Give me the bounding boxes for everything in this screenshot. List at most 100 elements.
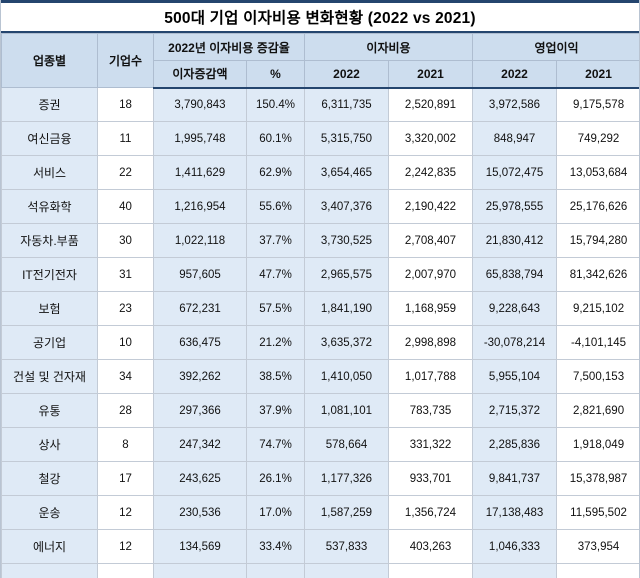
change-amount-cell: 1,995,748	[153, 121, 247, 156]
profit-2021-cell: 15,794,280	[556, 223, 639, 258]
company-count-cell: 23	[97, 291, 154, 326]
company-count-cell: 18	[97, 87, 154, 122]
company-count-cell: 30	[97, 223, 154, 258]
profit-2021-cell: 373,954	[556, 529, 639, 564]
header-interest-2021: 2021	[387, 60, 474, 89]
interest-2022-cell: 3,654,465	[304, 155, 389, 190]
profit-2022-cell: 2,715,372	[472, 393, 558, 428]
industry-cell: 자동차.부품	[1, 223, 98, 258]
interest-2022-cell: 5,315,750	[304, 121, 389, 156]
company-count-cell: 12	[97, 529, 154, 564]
change-pct-cell: 74.7%	[246, 427, 305, 462]
table-row: 서비스 22 1,411,629 62.9% 3,654,465 2,242,835 15,…	[1, 155, 639, 190]
profit-2022-cell	[472, 563, 558, 578]
industry-cell: 공기업	[1, 325, 98, 360]
interest-2021-cell	[387, 563, 474, 578]
industry-cell: 운송	[1, 495, 98, 530]
change-amount-cell: 392,262	[153, 359, 247, 394]
interest-2021-cell: 2,007,970	[387, 257, 474, 292]
profit-2022-cell: -30,078,214	[472, 325, 558, 360]
interest-2021-cell: 1,168,959	[387, 291, 474, 326]
interest-2022-cell: 1,081,101	[304, 393, 389, 428]
profit-2022-cell: 25,978,555	[472, 189, 558, 224]
industry-cell: 보험	[1, 291, 98, 326]
industry-interest-table: 업종별 기업수 2022년 이자비용 증감율 이자비용 영업이익 이자증감액 %…	[1, 33, 639, 578]
interest-2022-cell: 537,833	[304, 529, 389, 564]
profit-2021-cell: 13,053,684	[556, 155, 639, 190]
interest-2021-cell: 2,520,891	[387, 87, 474, 122]
change-pct-cell	[246, 563, 305, 578]
company-count-cell	[97, 563, 154, 578]
interest-2021-cell: 2,708,407	[387, 223, 474, 258]
interest-2022-cell: 1,410,050	[304, 359, 389, 394]
interest-2021-cell: 3,320,002	[387, 121, 474, 156]
table-row: 보험 23 672,231 57.5% 1,841,190 1,168,959 9,228,…	[1, 291, 639, 326]
interest-2022-cell: 1,587,259	[304, 495, 389, 530]
change-amount-cell: 243,625	[153, 461, 247, 496]
header-change-group: 2022년 이자비용 증감율	[153, 33, 305, 61]
change-amount-cell: 957,605	[153, 257, 247, 292]
company-count-cell: 17	[97, 461, 154, 496]
change-pct-cell: 37.9%	[246, 393, 305, 428]
table-row: 증권 18 3,790,843 150.4% 6,311,735 2,520,891 3,9…	[1, 87, 639, 122]
interest-2021-cell: 2,190,422	[387, 189, 474, 224]
table-row: 상사 8 247,342 74.7% 578,664 331,322 2,285,836 1,…	[1, 427, 639, 462]
header-profit-2022: 2022	[472, 60, 558, 89]
interest-2022-cell	[304, 563, 389, 578]
change-pct-cell: 37.7%	[246, 223, 305, 258]
change-pct-cell: 21.2%	[246, 325, 305, 360]
change-amount-cell: 230,536	[153, 495, 247, 530]
header-industry: 업종별	[1, 33, 98, 88]
header-change-amount: 이자증감액	[153, 60, 247, 89]
company-count-cell: 8	[97, 427, 154, 462]
profit-2022-cell: 9,841,737	[472, 461, 558, 496]
company-count-cell: 31	[97, 257, 154, 292]
profit-2022-cell: 65,838,794	[472, 257, 558, 292]
interest-2022-cell: 6,311,735	[304, 87, 389, 122]
interest-2021-cell: 933,701	[387, 461, 474, 496]
interest-2021-cell: 403,263	[387, 529, 474, 564]
table-body: 증권 18 3,790,843 150.4% 6,311,735 2,520,891 3,9…	[1, 87, 639, 578]
interest-2022-cell: 578,664	[304, 427, 389, 462]
change-amount-cell: 1,216,954	[153, 189, 247, 224]
interest-2021-cell: 1,356,724	[387, 495, 474, 530]
industry-cell: 여신금융	[1, 121, 98, 156]
table-row: 유통 28 297,366 37.9% 1,081,101 783,735 2,715,37…	[1, 393, 639, 428]
table-row: 철강 17 243,625 26.1% 1,177,326 933,701 9,841,73…	[1, 461, 639, 496]
profit-2021-cell: -4,101,145	[556, 325, 639, 360]
industry-cell: 상사	[1, 427, 98, 462]
company-count-cell: 40	[97, 189, 154, 224]
profit-2021-cell: 749,292	[556, 121, 639, 156]
profit-2021-cell: 9,175,578	[556, 87, 639, 122]
header-company-count: 기업수	[97, 33, 154, 88]
table-row: 공기업 10 636,475 21.2% 3,635,372 2,998,898 -30,0…	[1, 325, 639, 360]
table-row: 자동차.부품 30 1,022,118 37.7% 3,730,525 2,708,407…	[1, 223, 639, 258]
header-interest-2022: 2022	[304, 60, 389, 89]
change-amount-cell: 1,022,118	[153, 223, 247, 258]
table-row-partial	[1, 563, 639, 578]
industry-cell: 건설 및 건자재	[1, 359, 98, 394]
industry-cell: 증권	[1, 87, 98, 122]
profit-2021-cell: 81,342,626	[556, 257, 639, 292]
change-amount-cell: 3,790,843	[153, 87, 247, 122]
profit-2022-cell: 15,072,475	[472, 155, 558, 190]
interest-2022-cell: 1,841,190	[304, 291, 389, 326]
change-pct-cell: 26.1%	[246, 461, 305, 496]
profit-2021-cell: 9,215,102	[556, 291, 639, 326]
change-amount-cell	[153, 563, 247, 578]
interest-2021-cell: 2,242,835	[387, 155, 474, 190]
change-amount-cell: 297,366	[153, 393, 247, 428]
profit-2022-cell: 2,285,836	[472, 427, 558, 462]
profit-2022-cell: 9,228,643	[472, 291, 558, 326]
profit-2021-cell: 7,500,153	[556, 359, 639, 394]
industry-cell	[1, 563, 98, 578]
change-pct-cell: 60.1%	[246, 121, 305, 156]
profit-2022-cell: 848,947	[472, 121, 558, 156]
header-change-pct: %	[246, 60, 305, 89]
interest-2022-cell: 3,730,525	[304, 223, 389, 258]
company-count-cell: 11	[97, 121, 154, 156]
header-profit-2021: 2021	[556, 60, 639, 89]
industry-cell: 유통	[1, 393, 98, 428]
change-amount-cell: 1,411,629	[153, 155, 247, 190]
